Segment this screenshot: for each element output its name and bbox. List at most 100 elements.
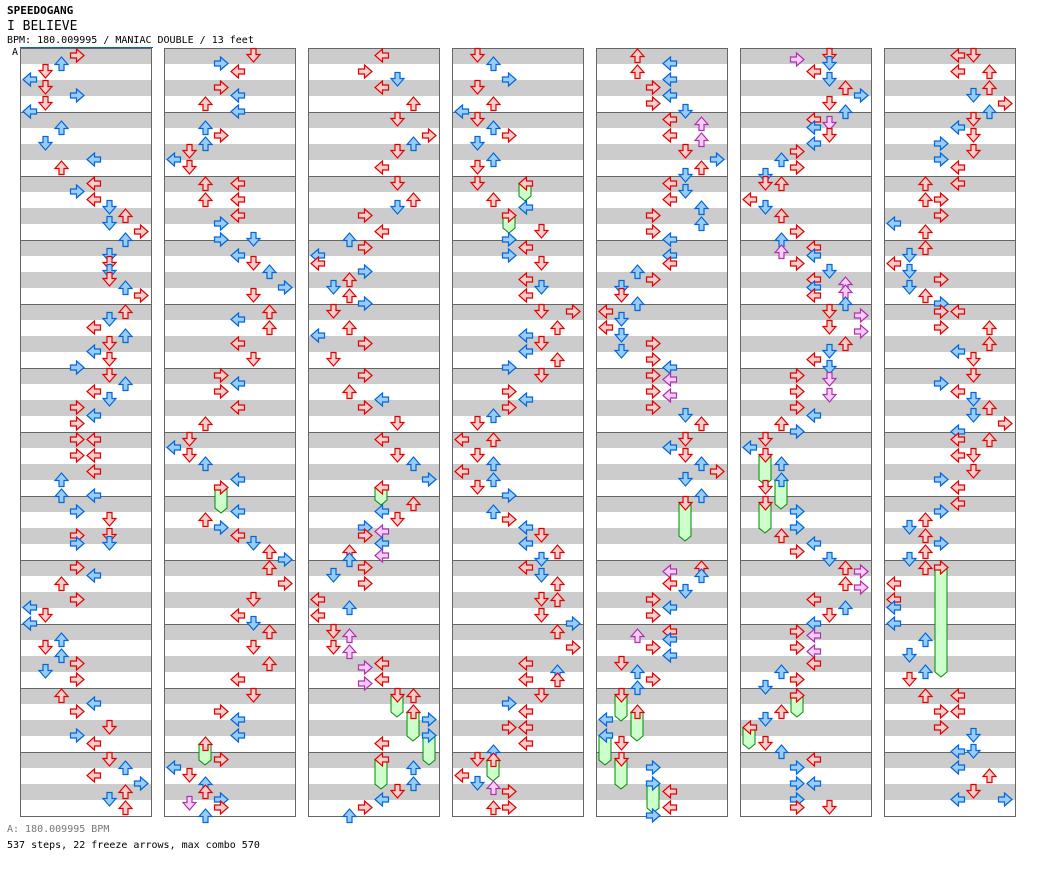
beat-stripe xyxy=(164,592,296,608)
beat-stripe xyxy=(740,272,872,288)
arrow-up-icon xyxy=(197,512,214,528)
beat-stripe xyxy=(164,784,296,800)
chart-column xyxy=(740,47,872,817)
arrow-left-icon xyxy=(662,371,678,388)
arrow-down-icon xyxy=(389,511,406,527)
freeze-arrow-body xyxy=(934,567,948,678)
arrow-left-icon xyxy=(374,655,390,672)
beat-stripe xyxy=(884,720,1016,736)
arrow-left-icon xyxy=(518,239,534,256)
arrow-left-icon xyxy=(310,255,326,272)
chart-column-svg xyxy=(740,47,872,817)
arrow-left-icon xyxy=(806,247,822,264)
beat-stripe xyxy=(308,336,440,352)
beat-stripe xyxy=(596,80,728,96)
arrow-down-icon xyxy=(613,687,630,703)
beat-stripe xyxy=(740,112,872,128)
arrow-up-icon xyxy=(53,160,70,176)
arrow-up-icon xyxy=(485,780,502,796)
arrow-down-icon xyxy=(533,255,550,271)
arrow-right-icon xyxy=(645,95,661,112)
chart-column xyxy=(20,47,152,817)
beat-stripe xyxy=(452,720,584,736)
arrow-up-icon xyxy=(405,192,422,208)
column-border xyxy=(20,48,152,817)
beat-stripe xyxy=(164,208,296,224)
beat-stripe xyxy=(20,304,152,320)
arrow-right-icon xyxy=(501,207,517,224)
beat-stripe xyxy=(308,208,440,224)
arrow-up-icon xyxy=(485,96,502,112)
arrow-down-icon xyxy=(821,71,838,87)
beat-stripe xyxy=(452,464,584,480)
beat-stripe xyxy=(164,496,296,512)
arrow-down-icon xyxy=(389,447,406,463)
arrow-left-icon xyxy=(22,71,38,88)
arrow-right-icon xyxy=(789,423,805,440)
bpm-summary: A: 180.009995 BPM xyxy=(7,824,110,835)
column-border xyxy=(596,48,728,817)
arrow-down-icon xyxy=(101,199,118,215)
arrow-right-icon xyxy=(853,307,869,324)
arrow-right-icon xyxy=(69,399,85,416)
beat-stripe xyxy=(308,144,440,160)
arrow-left-icon xyxy=(518,719,534,736)
arrow-left-icon xyxy=(86,175,102,192)
arrow-left-icon xyxy=(86,407,102,424)
arrow-left-icon xyxy=(518,391,534,408)
arrow-right-icon xyxy=(645,639,661,656)
arrow-left-icon xyxy=(950,63,966,80)
arrow-up-icon xyxy=(117,376,134,392)
arrow-left-icon xyxy=(806,535,822,552)
arrow-right-icon xyxy=(933,535,949,552)
arrow-up-icon xyxy=(693,216,710,232)
beat-stripe xyxy=(308,784,440,800)
beat-stripe xyxy=(884,208,1016,224)
arrow-down-icon xyxy=(965,143,982,159)
arrow-down-icon xyxy=(901,519,918,535)
arrow-up-icon xyxy=(629,704,646,720)
arrow-left-icon xyxy=(950,383,966,400)
arrow-up-icon xyxy=(197,416,214,432)
beat-stripe xyxy=(596,592,728,608)
chart-column-svg xyxy=(308,47,440,824)
arrow-right-icon xyxy=(501,231,517,248)
beat-stripe xyxy=(740,80,872,96)
arrow-left-icon xyxy=(230,175,246,192)
arrow-up-icon xyxy=(341,644,358,660)
beat-stripe xyxy=(884,432,1016,448)
beat-stripe xyxy=(740,720,872,736)
beat-stripe xyxy=(308,240,440,256)
arrow-left-icon xyxy=(166,439,182,456)
arrow-left-icon xyxy=(950,159,966,176)
beat-stripe xyxy=(740,464,872,480)
arrow-left-icon xyxy=(806,279,822,296)
chart-column-svg xyxy=(164,47,296,824)
arrow-up-icon xyxy=(117,800,134,816)
arrow-up-icon xyxy=(261,264,278,280)
arrow-up-icon xyxy=(773,664,790,680)
arrow-down-icon xyxy=(677,447,694,463)
beat-stripe xyxy=(596,208,728,224)
arrow-left-icon xyxy=(86,567,102,584)
arrow-left-icon xyxy=(22,599,38,616)
arrow-left-icon xyxy=(230,335,246,352)
arrow-right-icon xyxy=(501,247,517,264)
arrow-down-icon xyxy=(677,495,694,511)
arrow-up-icon xyxy=(837,336,854,352)
chart-column xyxy=(308,47,440,824)
beat-stripe xyxy=(20,656,152,672)
beat-stripe xyxy=(596,336,728,352)
beat-stripe xyxy=(452,624,584,640)
beat-stripe xyxy=(740,688,872,704)
arrow-down-icon xyxy=(389,71,406,87)
chart-column xyxy=(596,48,728,824)
arrow-right-icon xyxy=(69,87,85,104)
song-title: I BELIEVE xyxy=(7,19,78,34)
arrow-right-icon xyxy=(789,687,805,704)
arrow-up-icon xyxy=(773,244,790,260)
arrow-left-icon xyxy=(374,159,390,176)
arrow-down-icon xyxy=(821,55,838,71)
beat-stripe xyxy=(740,432,872,448)
arrow-down-icon xyxy=(533,607,550,623)
